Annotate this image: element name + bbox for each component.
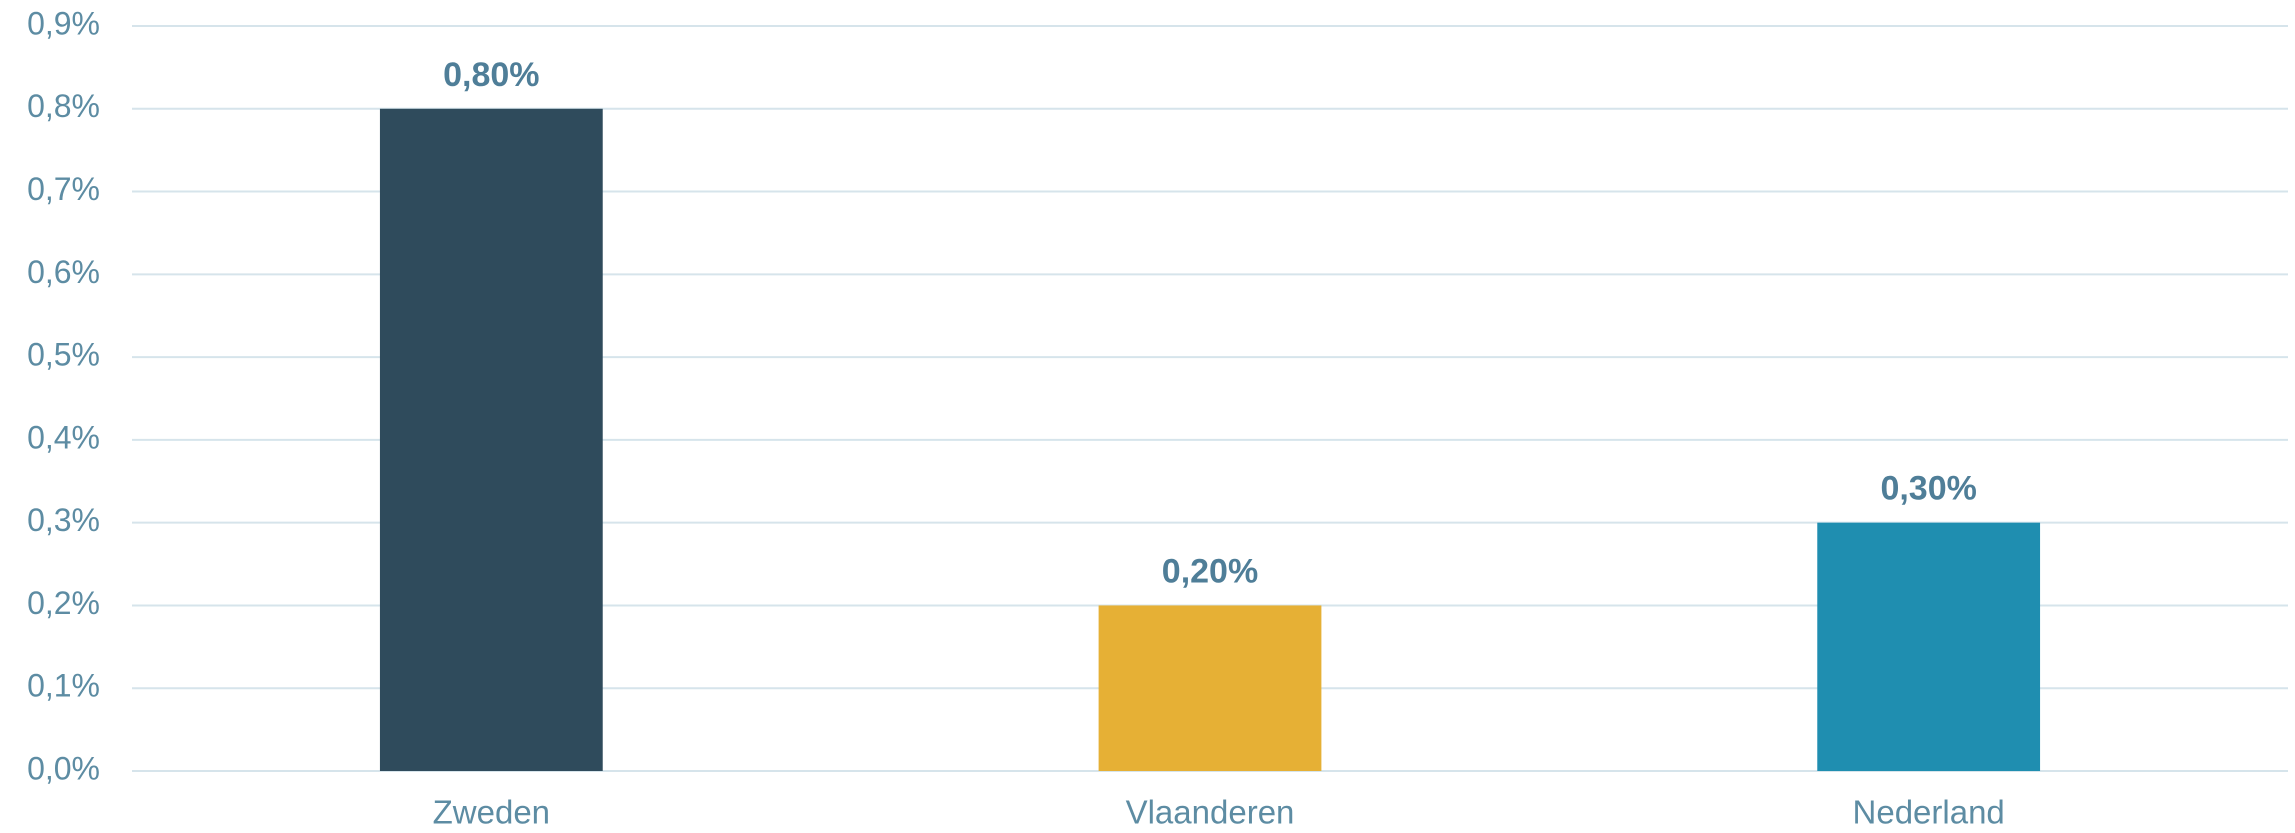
y-tick-label: 0,9% [27, 5, 100, 41]
y-tick-label: 0,5% [27, 337, 100, 373]
y-tick-label: 0,4% [27, 419, 100, 455]
x-tick-label: Zweden [433, 794, 550, 831]
bar [379, 108, 603, 772]
data-label: 0,20% [1162, 552, 1258, 590]
y-tick-label: 0,2% [27, 585, 100, 621]
y-tick-label: 0,3% [27, 502, 100, 538]
x-tick-label: Nederland [1853, 794, 2005, 831]
bar [1817, 522, 2041, 771]
x-tick-label: Vlaanderen [1126, 794, 1295, 831]
y-tick-label: 0,1% [27, 668, 100, 704]
data-label: 0,30% [1880, 470, 1976, 508]
y-tick-label: 0,8% [27, 88, 100, 124]
y-tick-label: 0,0% [27, 750, 100, 786]
y-tick-label: 0,6% [27, 254, 100, 290]
data-label: 0,80% [443, 56, 539, 94]
bar [1098, 605, 1322, 771]
y-tick-label: 0,7% [27, 171, 100, 207]
